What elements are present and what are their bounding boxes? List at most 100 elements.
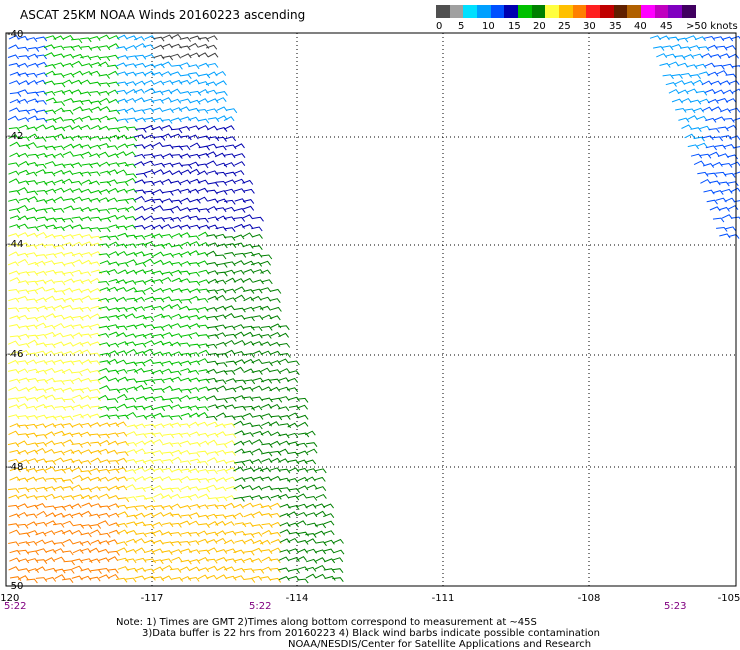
wind-barb bbox=[18, 307, 30, 312]
wind-barb bbox=[170, 323, 182, 328]
wind-barb bbox=[179, 91, 192, 96]
wind-barb bbox=[171, 549, 183, 554]
wind-barb bbox=[62, 379, 74, 385]
wind-barb bbox=[288, 396, 300, 402]
wind-barb bbox=[26, 359, 37, 365]
wind-barb bbox=[189, 504, 201, 509]
wind-barb bbox=[697, 171, 709, 177]
wind-barb bbox=[251, 288, 263, 294]
wind-barb bbox=[243, 405, 255, 411]
wind-barb bbox=[8, 62, 20, 68]
wind-barb bbox=[701, 53, 712, 58]
wind-barb bbox=[170, 422, 182, 428]
wind-barb bbox=[279, 487, 291, 493]
wind-barb bbox=[44, 171, 56, 177]
wind-barb bbox=[108, 522, 120, 528]
wind-barb bbox=[54, 574, 66, 580]
wind-barb bbox=[99, 161, 111, 167]
wind-barb bbox=[197, 315, 209, 321]
wind-barb bbox=[45, 118, 57, 124]
wind-barb bbox=[729, 107, 740, 113]
wind-barb bbox=[162, 459, 174, 464]
wind-barb bbox=[179, 342, 191, 348]
wind-barb bbox=[152, 297, 165, 303]
wind-barb bbox=[134, 195, 145, 201]
wind-barb bbox=[699, 125, 711, 131]
wind-barb bbox=[134, 575, 146, 581]
wind-barb bbox=[36, 109, 48, 115]
wind-barb bbox=[718, 181, 730, 187]
wind-barb bbox=[234, 178, 246, 184]
wind-barb bbox=[71, 565, 83, 571]
wind-barb bbox=[225, 530, 237, 536]
wind-barb bbox=[89, 46, 101, 51]
wind-barb bbox=[34, 286, 46, 292]
wind-barb bbox=[18, 349, 30, 355]
wind-barb bbox=[717, 153, 729, 159]
wind-barb bbox=[89, 379, 101, 385]
wind-barb bbox=[44, 394, 56, 400]
wind-barb bbox=[278, 332, 289, 338]
wind-barb bbox=[206, 262, 219, 267]
wind-barb bbox=[198, 549, 211, 555]
wind-barb bbox=[269, 298, 281, 303]
wind-barb bbox=[680, 97, 692, 103]
wind-barb bbox=[225, 333, 238, 339]
wind-barb bbox=[152, 539, 164, 545]
wind-barb bbox=[143, 451, 156, 457]
y-tick-label: -44 bbox=[7, 239, 23, 250]
wind-barb bbox=[107, 54, 119, 60]
wind-barb bbox=[286, 511, 298, 517]
wind-barb bbox=[151, 71, 163, 77]
wind-barb bbox=[189, 90, 202, 96]
wind-barb bbox=[36, 199, 48, 204]
wind-barb bbox=[71, 449, 83, 455]
wind-barb bbox=[135, 414, 148, 420]
wind-barb bbox=[62, 486, 74, 491]
wind-barb bbox=[80, 37, 92, 43]
wind-barb bbox=[62, 550, 74, 556]
wind-barb bbox=[179, 520, 191, 526]
wind-barb bbox=[17, 523, 29, 529]
wind-barb bbox=[252, 305, 264, 311]
wind-barb bbox=[153, 162, 166, 168]
wind-barb bbox=[44, 377, 56, 383]
wind-barb bbox=[180, 334, 193, 340]
wind-barb bbox=[224, 440, 236, 445]
wind-barb bbox=[162, 144, 174, 150]
wind-barb bbox=[144, 224, 156, 230]
wind-barb bbox=[704, 62, 716, 68]
wind-barb bbox=[305, 566, 317, 572]
wind-barb bbox=[305, 533, 317, 538]
wind-barb bbox=[180, 135, 192, 141]
wind-barb bbox=[207, 531, 219, 537]
wind-barb bbox=[107, 422, 120, 428]
wind-barb bbox=[726, 124, 738, 130]
wind-barbs bbox=[7, 33, 740, 584]
wind-barb bbox=[89, 352, 101, 358]
wind-barb bbox=[126, 431, 138, 436]
wind-barb bbox=[26, 476, 37, 482]
wind-barb bbox=[216, 574, 228, 580]
wind-barb bbox=[171, 556, 183, 562]
wind-barb bbox=[44, 460, 56, 465]
wind-barb bbox=[63, 46, 75, 51]
wind-barb bbox=[71, 259, 83, 265]
wind-barb bbox=[187, 134, 199, 140]
wind-barb bbox=[198, 487, 211, 493]
wind-barb bbox=[107, 369, 120, 375]
wind-barb bbox=[180, 559, 192, 565]
wind-barb bbox=[135, 262, 147, 267]
wind-barb bbox=[89, 36, 101, 41]
wind-barb bbox=[297, 467, 309, 473]
wind-barb bbox=[198, 334, 210, 339]
wind-barb bbox=[124, 341, 137, 347]
wind-barb bbox=[134, 153, 146, 159]
wind-barb bbox=[26, 487, 38, 493]
wind-barb bbox=[89, 468, 101, 473]
wind-barb bbox=[72, 70, 84, 76]
legend-swatch bbox=[559, 5, 573, 18]
wind-barb bbox=[171, 107, 183, 112]
wind-barb bbox=[27, 339, 38, 345]
wind-barb bbox=[98, 375, 109, 381]
